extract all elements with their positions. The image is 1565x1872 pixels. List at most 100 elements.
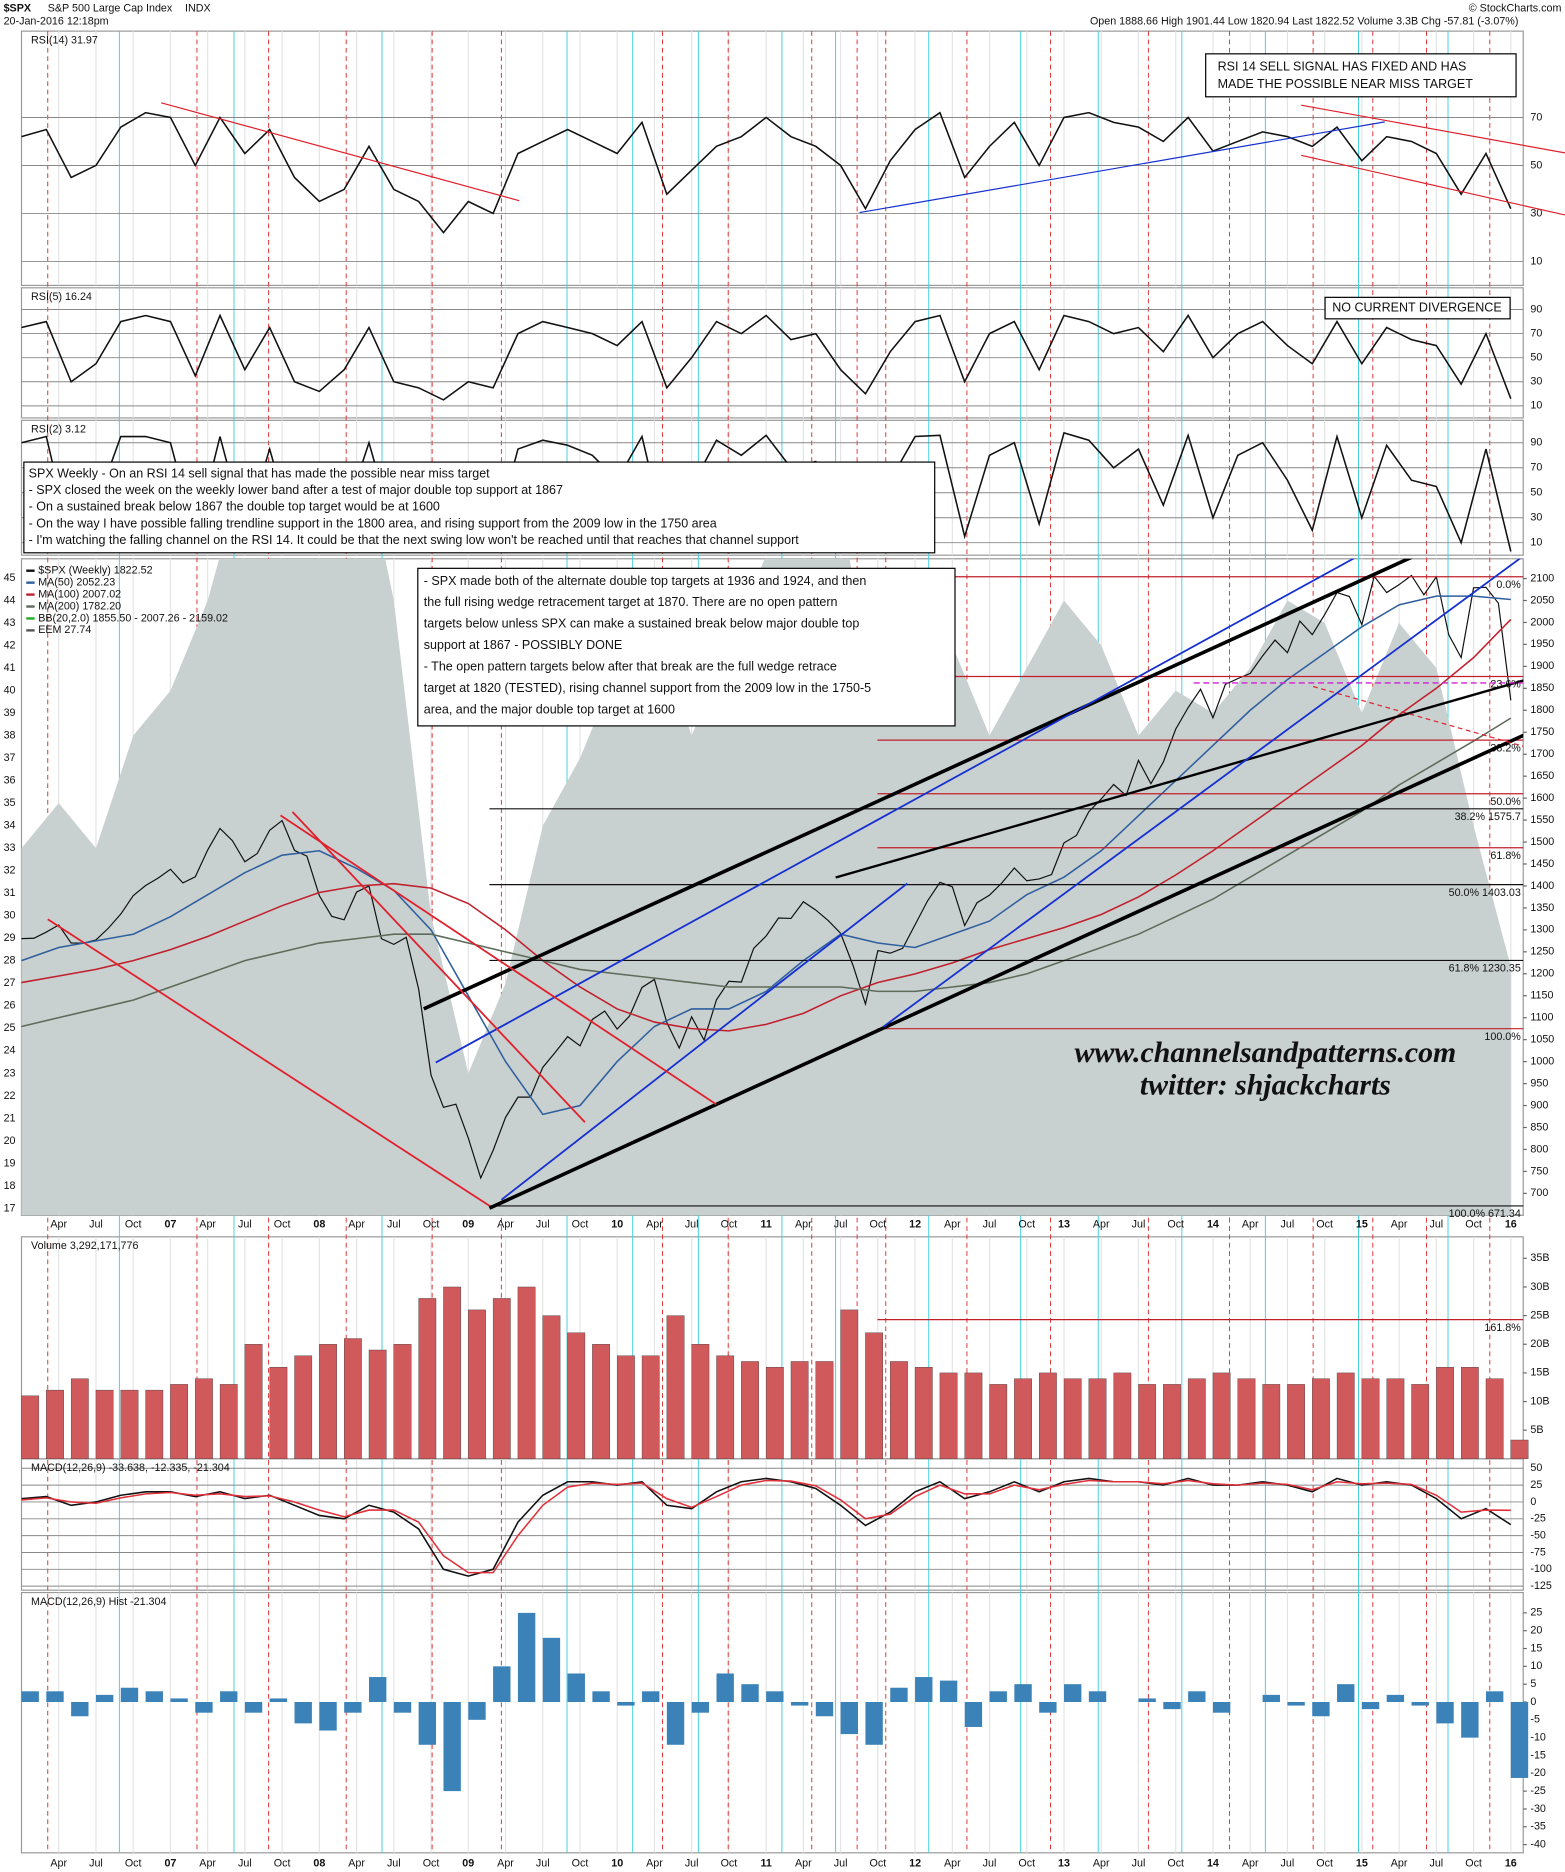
legend-swatch (26, 569, 35, 572)
x-tick-label: Jul (238, 1857, 252, 1869)
bar (71, 1702, 89, 1717)
level-label: 100.0% 671.34 (1449, 1208, 1521, 1220)
bar (443, 1286, 462, 1460)
x-tick-label: 15 (1356, 1219, 1368, 1231)
y-tick-label: 10 (1530, 400, 1542, 412)
y-tick-label: 30 (1530, 376, 1542, 388)
y-tick-label: 25B (1530, 1309, 1549, 1321)
trendline (1301, 154, 1565, 216)
legend-swatch (26, 605, 35, 608)
x-tick-label: 09 (462, 1857, 474, 1869)
y-tick-label: 70 (1530, 111, 1542, 123)
bar (1386, 1694, 1405, 1703)
y-tick-label: 1900 (1530, 660, 1554, 672)
bar (344, 1702, 362, 1713)
rsi-trendlines (160, 102, 1565, 216)
x-tick-label: Apr (795, 1857, 812, 1869)
trendline (291, 811, 586, 1123)
y-tick-label: 70 (1530, 462, 1542, 474)
level-label: 61.8% 1230.35 (1449, 963, 1521, 975)
y-tick-label: -20 (1530, 1767, 1546, 1779)
bar (989, 1691, 1007, 1703)
bar (1411, 1702, 1429, 1706)
y-tick-label: -25 (1530, 1785, 1546, 1797)
y-tick-label: 1450 (1530, 858, 1554, 870)
x-tick-label: 14 (1207, 1857, 1219, 1869)
bar (617, 1355, 635, 1460)
panel-title: RSI(14) 31.97 (31, 35, 98, 47)
y2-tick-label: 43 (4, 617, 16, 629)
x-tick-label: Oct (1465, 1857, 1482, 1869)
note-box (23, 461, 936, 554)
line (21, 574, 1512, 1180)
y-tick-label: 90 (1530, 303, 1542, 315)
bar (1336, 1372, 1355, 1460)
x-tick-label: Apr (1391, 1857, 1408, 1869)
panel-title: MACD(12,26,9) -33.638, -12.335, -21.304 (31, 1462, 230, 1474)
x-tick-label: 16 (1505, 1219, 1517, 1231)
bar (865, 1702, 883, 1745)
y-tick-label: -75 (1530, 1546, 1546, 1558)
level-label: 50.0% 1403.03 (1449, 887, 1521, 899)
panel-title: RSI(2) 3.12 (31, 424, 86, 436)
bar (840, 1702, 858, 1735)
panel-title: MACD(12,26,9) Hist -21.304 (31, 1596, 166, 1608)
note-line: support at 1867 - POSSIBLY DONE (424, 638, 622, 652)
x-tick-label: Apr (497, 1857, 514, 1869)
x-tick-label: 14 (1207, 1219, 1219, 1231)
bar (220, 1691, 238, 1703)
x-tick-label: 07 (164, 1857, 176, 1869)
y-tick-label: 90 (1530, 437, 1542, 449)
y2-tick-label: 19 (4, 1157, 16, 1169)
x-tick-label: Apr (497, 1219, 514, 1231)
note-line: area, and the major double top target at… (424, 703, 675, 717)
trendline (835, 679, 1524, 879)
bar (294, 1355, 313, 1460)
y2-tick-label: 31 (4, 887, 16, 899)
y2-tick-label: 27 (4, 977, 16, 989)
bar (170, 1698, 188, 1703)
bar (443, 1702, 461, 1792)
x-tick-label: 08 (313, 1857, 325, 1869)
bar (1436, 1702, 1454, 1724)
bar (21, 1691, 39, 1703)
bar (1039, 1702, 1057, 1713)
x-tick-label: Jul (1429, 1857, 1443, 1869)
x-tick-label: Oct (1018, 1857, 1035, 1869)
bar (890, 1687, 908, 1703)
bar (1460, 1367, 1479, 1460)
y2-tick-label: 22 (4, 1090, 16, 1102)
legend-swatch (26, 617, 35, 620)
y-tick-label: -100 (1530, 1563, 1552, 1575)
y2-tick-label: 33 (4, 842, 16, 854)
bar (244, 1702, 263, 1713)
y-tick-label: -50 (1530, 1529, 1546, 1541)
note-box (1205, 53, 1517, 98)
credit: © StockCharts.com (1469, 2, 1562, 14)
annotations: $SPX S&P 500 Large Cap Index INDX 20-Jan… (4, 2, 1562, 1101)
y-tick-label: 25 (1530, 1607, 1542, 1619)
y2-tick-label: 25 (4, 1022, 16, 1034)
note-box (1324, 296, 1511, 320)
bar (567, 1673, 585, 1703)
x-tick-label: Jul (1132, 1219, 1146, 1231)
bar (691, 1344, 710, 1460)
x-tick-label: Oct (721, 1219, 738, 1231)
bar (1014, 1378, 1032, 1460)
legend-label: MA(50) 2052.23 (38, 576, 115, 588)
y2-tick-label: 38 (4, 729, 16, 741)
bar (1237, 1378, 1256, 1460)
y-tick-label: 1000 (1530, 1055, 1554, 1067)
x-tick-label: 11 (760, 1219, 771, 1231)
bar (145, 1389, 164, 1460)
bar (1212, 1372, 1231, 1460)
y-tick-label: 30B (1530, 1281, 1549, 1293)
bar (741, 1684, 759, 1703)
y2-tick-label: 35 (4, 797, 16, 809)
bar (1163, 1702, 1181, 1710)
x-tick-label: Oct (572, 1857, 589, 1869)
bar (46, 1691, 64, 1703)
y-tick-label: 1800 (1530, 704, 1554, 716)
y2-tick-label: 42 (4, 639, 16, 651)
